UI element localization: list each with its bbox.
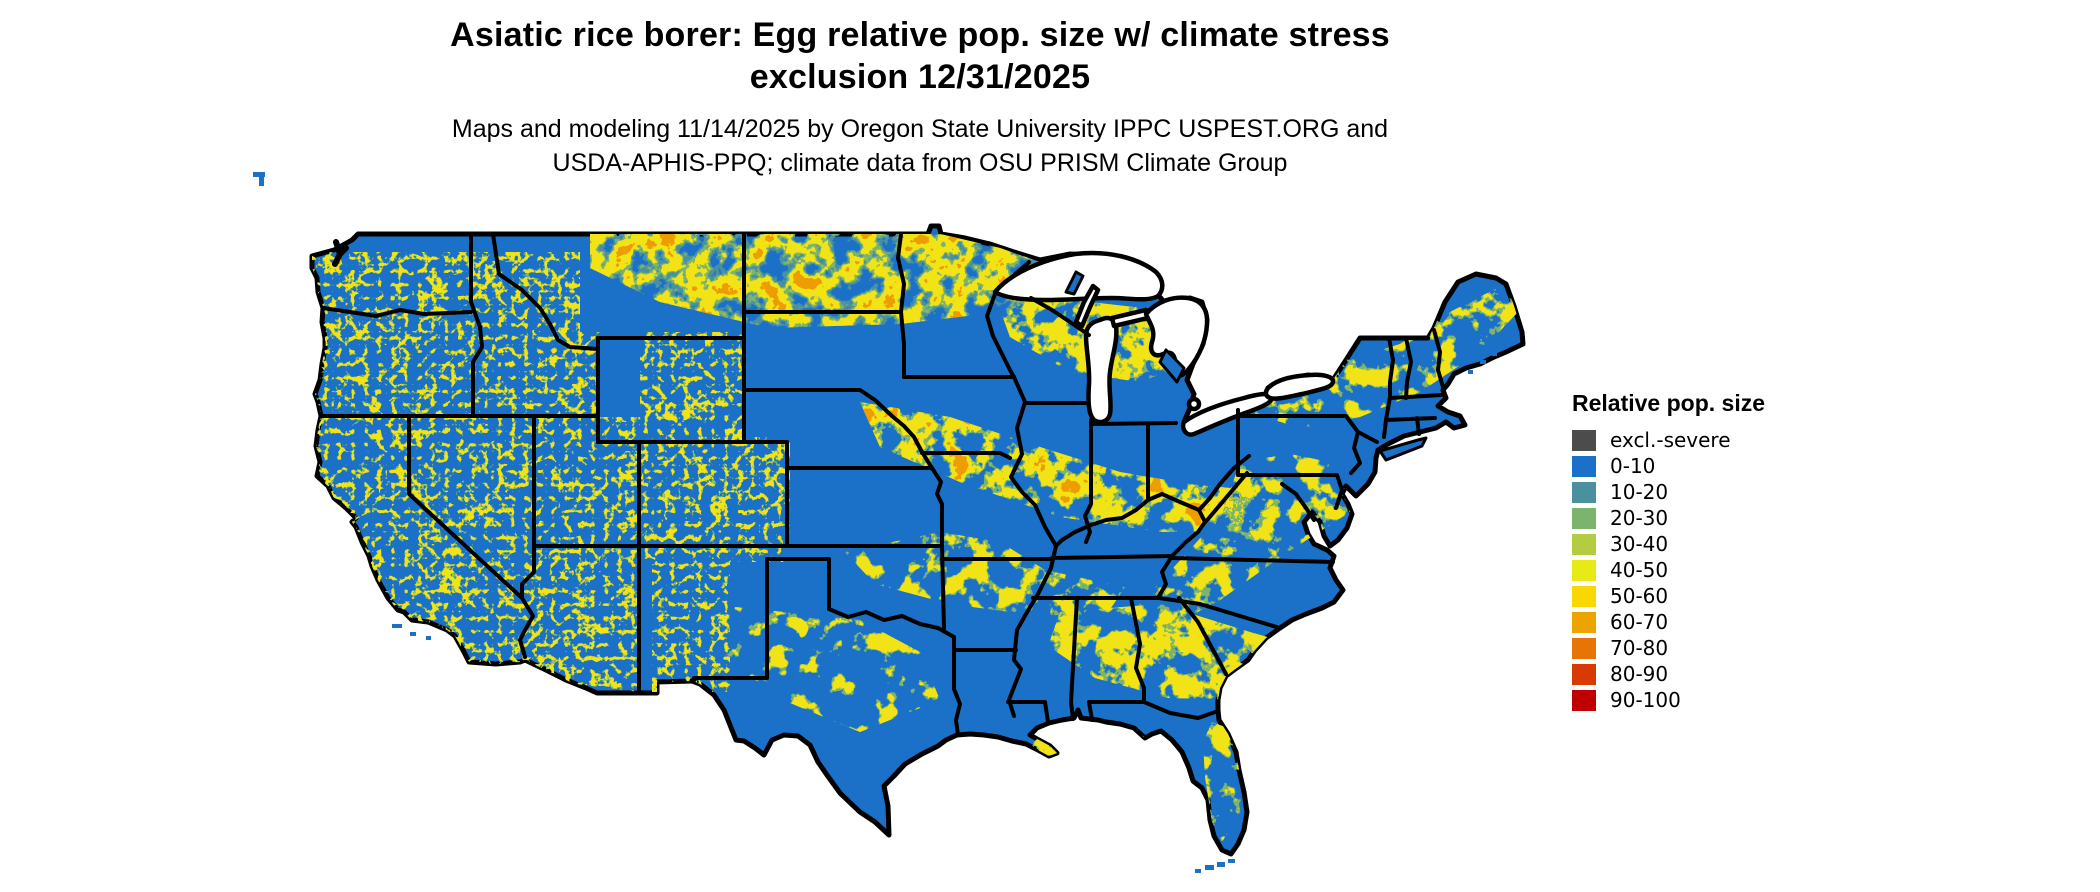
lake-michigan [1083, 315, 1119, 425]
map-header: Asiatic rice borer: Egg relative pop. si… [130, 14, 1710, 180]
state-borders [319, 232, 1445, 737]
keweenaw-peninsula [1064, 270, 1085, 296]
maine-coast-islands [1468, 352, 1497, 374]
legend-label: 80-90 [1610, 662, 1669, 686]
legend-title: Relative pop. size [1572, 390, 1766, 416]
legend-item: 90-100 [1572, 687, 1872, 713]
michigan-thumb [1158, 348, 1186, 384]
lake-ontario [1263, 372, 1336, 401]
legend-label: 30-40 [1610, 532, 1669, 556]
legend-swatch [1572, 507, 1596, 529]
legend-swatch [1572, 663, 1596, 685]
legend-label: 50-60 [1610, 584, 1669, 608]
legend-label: 40-50 [1610, 558, 1669, 582]
legend-item: 30-40 [1572, 531, 1872, 557]
legend-swatch [1572, 481, 1596, 503]
legend-item: 20-30 [1572, 505, 1872, 531]
legend-label: 90-100 [1610, 688, 1681, 712]
map-title-line2: exclusion 12/31/2025 [749, 58, 1091, 96]
legend-item: 60-70 [1572, 609, 1872, 635]
legend-label: excl.-severe [1610, 428, 1731, 452]
legend-swatch [1572, 637, 1596, 659]
map-title-line1: Asiatic rice borer: Egg relative pop. si… [450, 16, 1390, 54]
legend-item: 40-50 [1572, 557, 1872, 583]
legend-swatch [1572, 429, 1596, 451]
puget-sound [332, 239, 349, 267]
lake-st-clair [1186, 396, 1202, 412]
green-bay [1073, 283, 1101, 329]
legend-label: 20-30 [1610, 506, 1669, 530]
offshore-island-speck [253, 172, 265, 177]
long-island [1378, 436, 1428, 462]
legend-swatch [1572, 689, 1596, 711]
conus-map-region [300, 220, 1536, 890]
legend-label: 10-20 [1610, 480, 1669, 504]
us-raster-map [309, 223, 1526, 873]
legend-swatch [1572, 585, 1596, 607]
legend-item: 0-10 [1572, 453, 1872, 479]
legend-label: 60-70 [1610, 610, 1669, 634]
florida-keys [1195, 859, 1235, 873]
legend-item: 70-80 [1572, 635, 1872, 661]
legend-item: 50-60 [1572, 583, 1872, 609]
legend-swatch [1572, 611, 1596, 633]
legend-label: 70-80 [1610, 636, 1669, 660]
map-subtitle: Maps and modeling 11/14/2025 by Oregon S… [130, 112, 1710, 180]
legend-swatch [1572, 559, 1596, 581]
legend-item: 10-20 [1572, 479, 1872, 505]
lake-erie [1180, 391, 1275, 437]
great-lakes [992, 250, 1336, 437]
offshore-island-speck [259, 177, 264, 186]
legend-item: excl.-severe [1572, 427, 1872, 453]
channel-islands [392, 624, 431, 640]
map-subtitle-line2: USDA-APHIS-PPQ; climate data from OSU PR… [552, 149, 1288, 177]
map-legend: Relative pop. size excl.-severe 0-10 10-… [1572, 390, 1872, 713]
legend-item: 80-90 [1572, 661, 1872, 687]
map-subtitle-line1: Maps and modeling 11/14/2025 by Oregon S… [451, 115, 1389, 143]
legend-swatch [1572, 533, 1596, 555]
legend-swatch [1572, 455, 1596, 477]
legend-label: 0-10 [1610, 454, 1656, 478]
